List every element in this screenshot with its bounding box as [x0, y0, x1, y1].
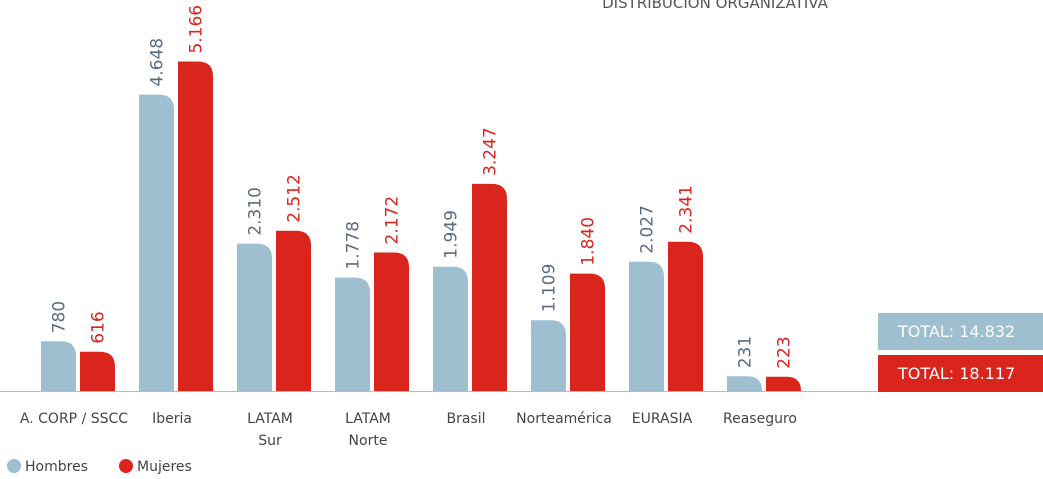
total-box [878, 355, 1043, 392]
value-label: 223 [775, 336, 795, 368]
bar [178, 61, 213, 392]
value-label: 3.247 [481, 127, 501, 176]
value-label: 1.949 [442, 210, 462, 259]
value-label: 1.109 [540, 264, 560, 313]
value-label: 4.648 [148, 38, 168, 87]
bar [374, 252, 409, 391]
value-label: 1.778 [344, 221, 364, 270]
legend-marker [7, 459, 21, 473]
x-tick-label: Sur [258, 433, 282, 449]
x-tick-label: A. CORP / SSCC [20, 411, 128, 427]
bar [335, 277, 370, 391]
value-label: 1.840 [579, 217, 599, 266]
bar [80, 351, 115, 391]
total-label: TOTAL: 14.832 [897, 322, 1015, 341]
bar [668, 241, 703, 391]
bar [276, 230, 311, 391]
value-label: 2.341 [677, 185, 697, 234]
bar [433, 266, 468, 391]
bar [41, 341, 76, 391]
bar [531, 320, 566, 391]
value-label: 2.027 [638, 205, 658, 254]
bar [472, 183, 507, 391]
legend-marker [119, 459, 133, 473]
legend-label: Mujeres [137, 459, 192, 475]
value-label: 2.310 [246, 187, 266, 236]
bar [139, 94, 174, 391]
total-box [878, 313, 1043, 350]
bar [766, 376, 801, 391]
x-tick-label: Brasil [446, 411, 485, 427]
bar [629, 261, 664, 391]
x-tick-label: Norteamérica [516, 411, 612, 427]
x-tick-label: LATAM [247, 411, 293, 427]
value-label: 5.166 [187, 5, 207, 54]
bar [237, 243, 272, 391]
value-label: 2.512 [285, 174, 305, 223]
x-tick-label: Norte [349, 433, 388, 449]
x-tick-label: Reaseguro [723, 411, 797, 427]
bar [727, 376, 762, 391]
value-label: 780 [50, 301, 70, 333]
chart-title: DISTRIBUCIÓN ORGANIZATIVA [602, 0, 828, 12]
legend-label: Hombres [25, 459, 88, 475]
bar [570, 273, 605, 391]
x-tick-label: Iberia [152, 411, 192, 427]
value-label: 2.172 [383, 196, 403, 245]
value-label: 231 [736, 336, 756, 368]
total-label: TOTAL: 18.117 [897, 364, 1015, 383]
x-tick-label: LATAM [345, 411, 391, 427]
x-tick-label: EURASIA [632, 411, 693, 427]
value-label: 616 [89, 311, 109, 343]
